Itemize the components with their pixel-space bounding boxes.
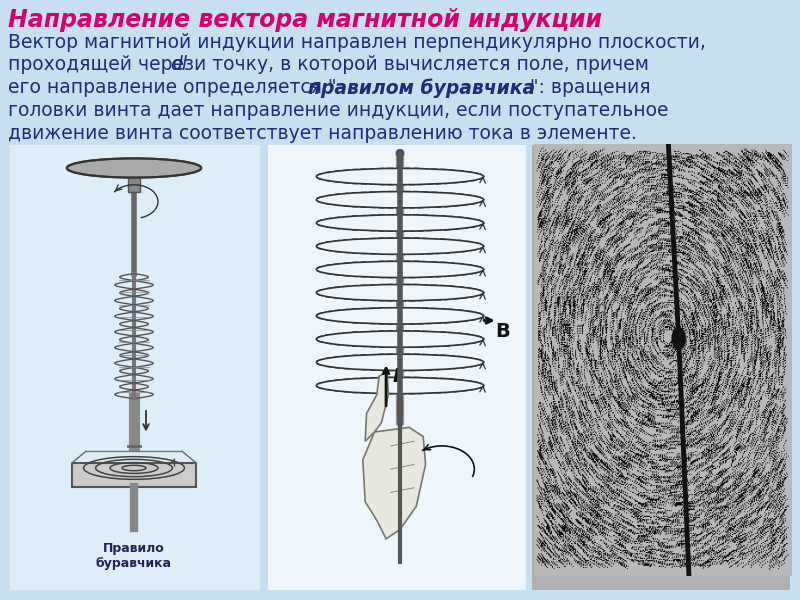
Ellipse shape (316, 377, 484, 394)
Ellipse shape (316, 354, 484, 370)
Text: dl: dl (170, 55, 187, 74)
Ellipse shape (67, 158, 202, 178)
Circle shape (672, 328, 685, 349)
Ellipse shape (316, 331, 484, 347)
Ellipse shape (316, 261, 484, 278)
Polygon shape (363, 427, 426, 539)
Bar (10, 145, 260, 590)
Text: B: B (495, 322, 510, 341)
Text: и точку, в которой вычисляется поле, причем: и точку, в которой вычисляется поле, при… (188, 55, 649, 74)
Ellipse shape (316, 215, 484, 231)
Ellipse shape (316, 238, 484, 254)
Polygon shape (365, 371, 388, 441)
Text: его направление определяется ": его направление определяется " (8, 78, 337, 97)
Polygon shape (72, 463, 197, 487)
Text: проходящей через: проходящей через (8, 55, 200, 74)
Text: I: I (393, 367, 400, 386)
Text: Направление вектора магнитной индукции: Направление вектора магнитной индукции (8, 8, 602, 32)
Ellipse shape (316, 308, 484, 324)
Text: правилом буравчика: правилом буравчика (308, 78, 535, 98)
Ellipse shape (316, 284, 484, 301)
Text: ": вращения: ": вращения (530, 78, 650, 97)
Text: Правило
буравчика: Правило буравчика (96, 542, 172, 571)
Circle shape (396, 149, 404, 157)
Ellipse shape (316, 169, 484, 185)
Text: движение винта соответствует направлению тока в элементе.: движение винта соответствует направлению… (8, 124, 637, 143)
Text: головки винта дает направление индукции, если поступательное: головки винта дает направление индукции,… (8, 101, 669, 120)
Bar (128, 163, 140, 192)
Bar (532, 145, 790, 590)
Ellipse shape (316, 191, 484, 208)
Bar (268, 145, 526, 590)
Text: Вектор магнитной индукции направлен перпендикулярно плоскости,: Вектор магнитной индукции направлен перп… (8, 33, 706, 52)
